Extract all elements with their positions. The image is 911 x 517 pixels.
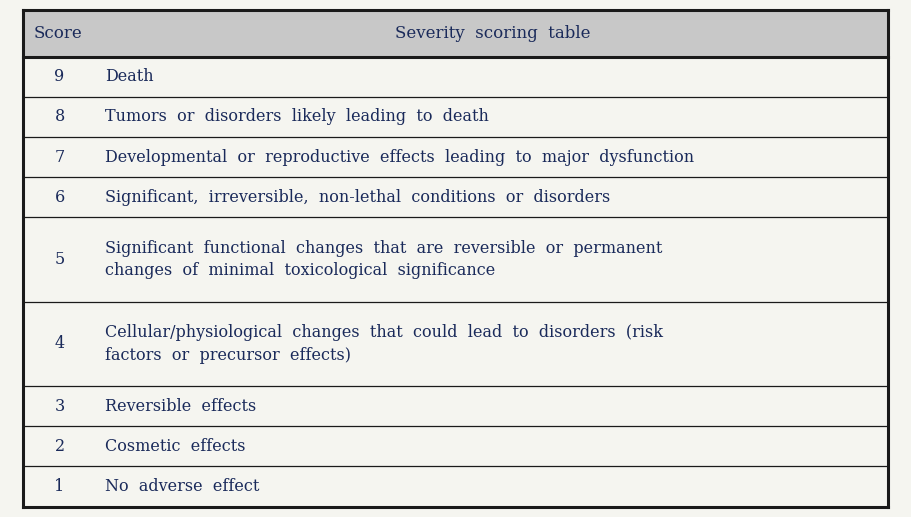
Bar bbox=[23, 386, 888, 427]
Text: 6: 6 bbox=[55, 189, 65, 206]
Text: 3: 3 bbox=[55, 398, 65, 415]
Bar bbox=[23, 466, 888, 507]
Bar bbox=[23, 10, 888, 56]
Bar bbox=[23, 56, 888, 97]
Text: No  adverse  effect: No adverse effect bbox=[106, 478, 260, 495]
Bar bbox=[23, 97, 888, 137]
Text: 7: 7 bbox=[55, 148, 65, 165]
Text: 2: 2 bbox=[55, 438, 65, 455]
Text: Death: Death bbox=[106, 68, 154, 85]
Text: Tumors  or  disorders  likely  leading  to  death: Tumors or disorders likely leading to de… bbox=[106, 109, 489, 125]
Bar bbox=[23, 217, 888, 302]
Text: 9: 9 bbox=[55, 68, 65, 85]
Text: 1: 1 bbox=[55, 478, 65, 495]
Bar bbox=[23, 302, 888, 386]
Text: Developmental  or  reproductive  effects  leading  to  major  dysfunction: Developmental or reproductive effects le… bbox=[106, 148, 694, 165]
Bar bbox=[23, 427, 888, 466]
Text: 4: 4 bbox=[55, 336, 65, 353]
Text: Score: Score bbox=[34, 25, 83, 42]
Text: Significant,  irreversible,  non-lethal  conditions  or  disorders: Significant, irreversible, non-lethal co… bbox=[106, 189, 610, 206]
Text: Cosmetic  effects: Cosmetic effects bbox=[106, 438, 246, 455]
Text: 8: 8 bbox=[55, 109, 65, 125]
Bar bbox=[23, 137, 888, 177]
Text: Cellular/physiological  changes  that  could  lead  to  disorders  (risk
factors: Cellular/physiological changes that coul… bbox=[106, 324, 663, 364]
Text: 5: 5 bbox=[55, 251, 65, 268]
Text: Significant  functional  changes  that  are  reversible  or  permanent
changes  : Significant functional changes that are … bbox=[106, 239, 663, 279]
Text: Severity  scoring  table: Severity scoring table bbox=[394, 25, 590, 42]
Text: Reversible  effects: Reversible effects bbox=[106, 398, 257, 415]
Bar bbox=[23, 177, 888, 217]
